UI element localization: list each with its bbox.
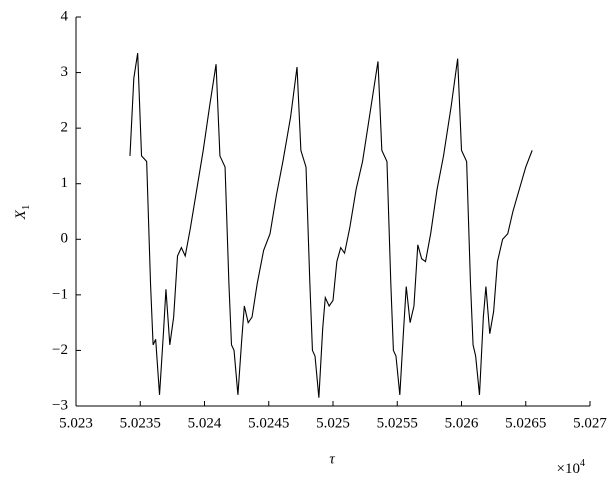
- x-tick-label: 5.0255: [377, 415, 418, 431]
- y-tick-label: −2: [52, 342, 68, 358]
- y-tick-label: 3: [61, 64, 69, 80]
- y-tick-label: −1: [52, 286, 68, 302]
- x-tick-label: 5.025: [316, 415, 350, 431]
- x-multiplier-base: ×10: [557, 461, 580, 477]
- x-tick-label: 5.0265: [505, 415, 546, 431]
- x-tick-label: 5.0235: [120, 415, 161, 431]
- y-tick-label: 4: [61, 8, 69, 24]
- data-line: [129, 53, 533, 398]
- x-axis-label: τ: [329, 451, 335, 467]
- x-tick-label: 5.026: [445, 415, 479, 431]
- x-tick-label: 5.024: [188, 415, 222, 431]
- x-tick-label: 5.0245: [248, 415, 289, 431]
- y-label-sub: 1: [20, 205, 32, 211]
- x-multiplier: ×104: [557, 458, 585, 477]
- y-tick-label: 2: [61, 120, 69, 136]
- y-tick-label: −3: [52, 397, 68, 413]
- y-axis-label: X1: [13, 205, 31, 221]
- x-tick-label: 5.027: [573, 415, 607, 431]
- x-multiplier-exp: 4: [580, 458, 585, 469]
- x-tick-label: 5.023: [59, 415, 93, 431]
- y-label-main: X: [13, 209, 29, 220]
- y-tick-label: 1: [61, 175, 69, 191]
- y-tick-label: 0: [61, 231, 69, 247]
